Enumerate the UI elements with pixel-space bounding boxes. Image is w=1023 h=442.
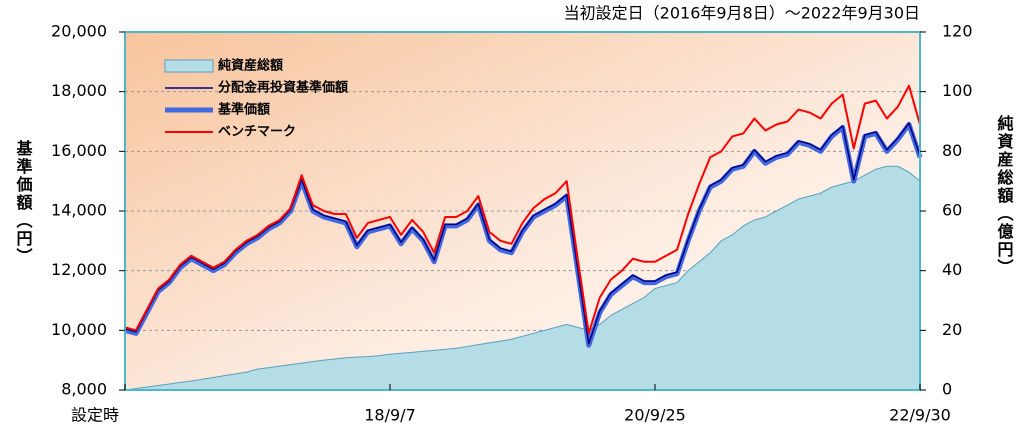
- y-axis-label: 基準価額（円）: [14, 139, 34, 266]
- legend-label: 純資産総額: [218, 58, 283, 74]
- x-tick-label: 18/9/7: [364, 406, 416, 425]
- x-tick-label: 20/9/25: [624, 406, 686, 425]
- y2-axis-label: 純資産総額（億円）: [995, 114, 1015, 277]
- legend-label: 基準価額: [217, 102, 270, 118]
- y-tick-label: 12,000: [51, 260, 107, 279]
- line: [124, 122, 921, 345]
- y-tick-label: 18,000: [51, 81, 107, 100]
- legend-label: 分配金再投資基準価額: [218, 80, 348, 96]
- y2-tick-label: 80: [942, 141, 962, 160]
- y2-tick-label: 40: [942, 260, 962, 279]
- chart-title: 当初設定日（2016年9月8日）～2022年9月30日: [564, 4, 920, 23]
- x-tick-label: 22/9/30: [889, 406, 951, 425]
- area: [124, 165, 921, 391]
- y2-tick-label: 20: [942, 320, 962, 339]
- line: [124, 84, 921, 335]
- y2-tick-label: 60: [942, 201, 962, 220]
- y-tick-label: 10,000: [51, 320, 107, 339]
- y-tick-label: 14,000: [51, 201, 107, 220]
- x-tick-label: 設定時: [71, 406, 119, 425]
- legend-swatch: [164, 59, 214, 73]
- y2-tick-label: 100: [942, 81, 973, 100]
- y2-tick-label: 120: [942, 22, 973, 41]
- plot: [124, 31, 923, 391]
- y2-tick-label: 0: [942, 380, 952, 399]
- y-tick-label: 16,000: [51, 141, 107, 160]
- y-tick-label: 8,000: [61, 380, 107, 399]
- y-tick-label: 20,000: [51, 22, 107, 41]
- legend-label: ベンチマーク: [218, 125, 296, 140]
